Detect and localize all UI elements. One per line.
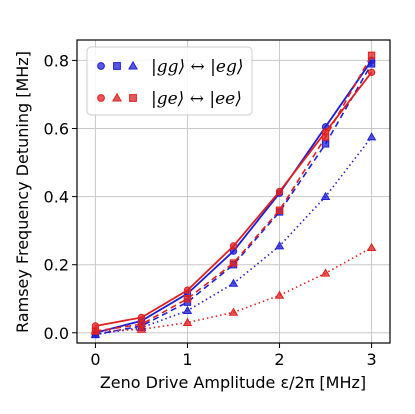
series-2 (90, 132, 377, 338)
legend: |gg⟩ ↔ |eg⟩ |ge⟩ ↔ |ee⟩ (86, 46, 253, 116)
data-point (136, 324, 147, 333)
data-point (183, 295, 192, 303)
data-point (182, 317, 193, 326)
data-point (367, 51, 376, 60)
legend-label: |ge⟩ ↔ |ee⟩ (151, 89, 242, 109)
legend-entry: |gg⟩ ↔ |eg⟩ (97, 57, 243, 77)
ticks: 0 1 2 3 0.0 0.2 0.4 0.6 0.8 (44, 51, 377, 369)
data-point (91, 327, 100, 335)
x-tick-label: 0 (90, 350, 100, 369)
legend-marker (97, 62, 105, 70)
legend-box (86, 46, 253, 116)
plot-frame (76, 39, 391, 344)
x-tick-label: 1 (182, 350, 192, 369)
data-point (275, 187, 284, 196)
y-tick-label: 0.2 (44, 256, 69, 275)
data-point (228, 307, 239, 316)
legend-marker (112, 92, 122, 102)
data-point (274, 290, 285, 299)
y-axis-label: Ramsey Frequency Detuning [MHz] (13, 51, 32, 333)
legend-marker (128, 60, 138, 70)
data-point (137, 313, 146, 322)
series-4 (90, 242, 377, 335)
data-point (366, 242, 377, 252)
x-tick-label: 3 (366, 350, 376, 369)
data-point (366, 132, 377, 141)
y-tick-label: 0.6 (44, 120, 69, 139)
data-point (229, 242, 238, 250)
y-tick-label: 0.8 (44, 51, 69, 70)
data-point (367, 68, 376, 77)
data-point (320, 268, 331, 277)
data-point (229, 259, 238, 267)
data-point (137, 320, 146, 328)
legend-entry: |ge⟩ ↔ |ee⟩ (97, 89, 242, 109)
legend-marker (97, 94, 105, 102)
y-tick-label: 0.4 (44, 188, 69, 207)
data-point (228, 278, 239, 287)
data-point (321, 140, 330, 148)
legend-marker (129, 94, 137, 102)
data-point (183, 286, 192, 294)
data-point (321, 133, 330, 141)
legend-marker (113, 62, 121, 70)
legend-label: |gg⟩ ↔ |eg⟩ (151, 57, 243, 77)
data-point (274, 241, 285, 250)
data-point (182, 305, 193, 315)
series-layer (90, 51, 377, 339)
series-5 (91, 51, 376, 335)
data-point (320, 191, 331, 200)
series-line (95, 136, 373, 336)
y-tick-label: 0.0 (44, 324, 69, 343)
data-point (367, 60, 376, 68)
x-tick-label: 2 (274, 350, 284, 369)
x-axis-label: Zeno Drive Amplitude ε/2π [MHz] (100, 373, 366, 392)
data-point (275, 206, 284, 214)
